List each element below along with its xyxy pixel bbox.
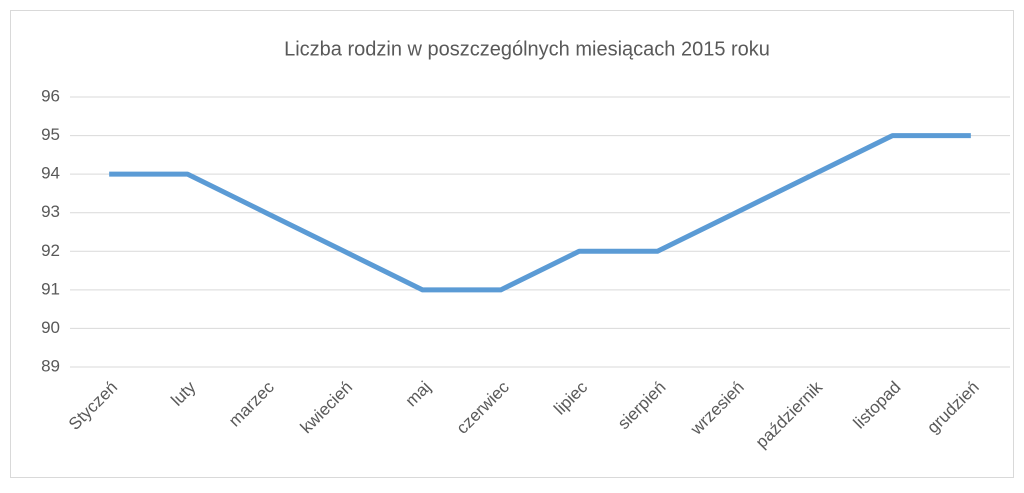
chart-title: Liczba rodzin w poszczególnych miesiącac… — [284, 38, 770, 60]
y-tick-label: 92 — [41, 241, 60, 260]
y-tick-label: 96 — [41, 86, 60, 105]
y-tick-label: 94 — [41, 164, 60, 183]
chart-border — [10, 10, 1014, 478]
y-tick-label: 95 — [41, 125, 60, 144]
y-tick-label: 89 — [41, 356, 60, 375]
line — [109, 133, 971, 293]
y-tick-label: 93 — [41, 202, 60, 221]
y-tick-label: 91 — [41, 279, 60, 298]
y-tick-label: 90 — [41, 318, 60, 337]
